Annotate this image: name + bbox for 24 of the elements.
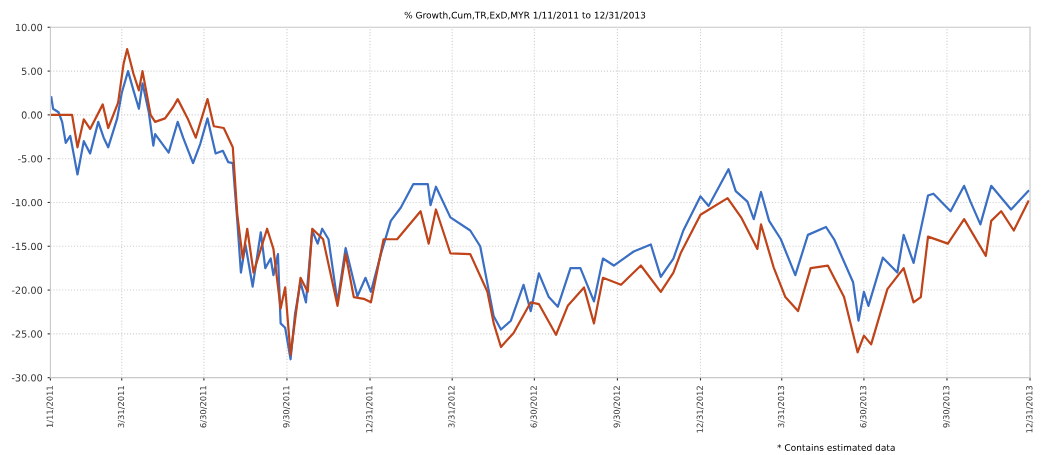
text: * Contains estimated data	[777, 443, 895, 451]
y-tick-label: -25.00	[11, 330, 43, 338]
x-tick-label: 12/31/2012	[696, 386, 704, 433]
x-tick-label: 1/11/2011	[46, 386, 54, 428]
x-tick-label: 6/30/2011	[200, 386, 207, 428]
y-tick-label: -15.00	[11, 242, 43, 251]
y-tick-label: -10.00	[11, 198, 43, 207]
y-tick-label: 0.00	[21, 111, 43, 119]
x-tick-label: 3/31/2011	[117, 386, 125, 428]
x-tick-label: 3/31/2012	[448, 386, 456, 428]
y-tick-label: -20.00	[11, 286, 43, 294]
x-tick-label: 9/30/2012	[613, 386, 621, 428]
x-tick-label: 12/31/2011	[366, 386, 374, 433]
x-tick-label: 3/31/2013	[777, 385, 785, 428]
y-tick-label: 5.00	[21, 67, 43, 75]
chart-title: % Growth,Cum,TR,ExD,MYR 1/11/2011 to 12/31/2013	[404, 11, 646, 20]
y-tick-label: -5.00	[18, 155, 43, 163]
y-tick-label: 10.00	[16, 23, 43, 32]
y-tick-label: -30.00	[11, 374, 43, 382]
x-tick-label: 9/30/2013	[943, 385, 951, 428]
x-tick-label: 12/31/2013	[1026, 385, 1034, 433]
x-tick-label: 9/30/2011	[283, 386, 291, 428]
x-tick-label: 6/30/2013	[860, 385, 867, 428]
x-tick-label: 6/30/2012	[530, 386, 538, 428]
